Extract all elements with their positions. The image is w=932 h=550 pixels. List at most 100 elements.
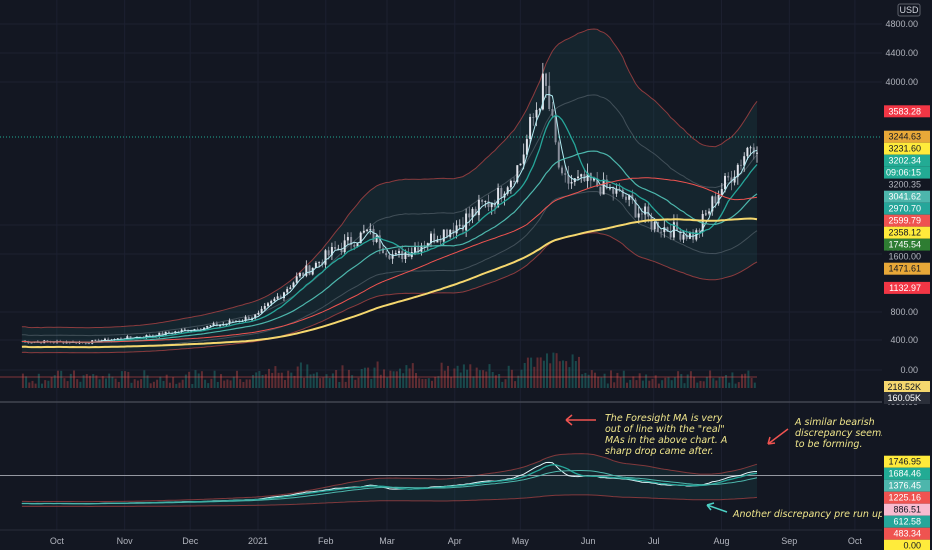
candle-body [653,221,656,230]
candle-body [596,178,599,187]
price-axis-tick: 400.00 [890,335,918,345]
price-label: 3041.62 [888,192,921,202]
annotation-3: Another discrepancy pre run up. [706,502,887,520]
price-label: 09:06:15 [886,168,921,178]
volume-bar [750,378,753,388]
ma-fast-line [21,93,758,344]
candle-body [548,85,551,109]
volume-bar [427,378,430,388]
volume-bar [232,376,235,388]
foresight-label: 1746.95 [888,457,921,467]
price-label: 3244.63 [888,132,921,142]
candle-body [433,233,436,243]
volume-bar [57,370,59,388]
annotation-2-arrow [767,428,789,445]
candle-body [273,298,276,301]
candle-body [267,303,269,306]
candle-body [513,180,516,182]
volume-bar [616,372,619,388]
volume-bar [450,376,453,388]
volume-bar [453,368,456,388]
volume-bar [466,369,469,388]
volume-bar [482,370,485,388]
volume-bar [325,374,328,388]
time-axis-tick: Oct [50,536,65,546]
candle-body [541,73,544,110]
candle-body [458,224,461,226]
volume-bar [287,370,290,388]
ma-mid-line [21,114,758,344]
volume-bar [73,370,75,388]
candle-body [506,187,509,194]
candle-body [522,154,525,164]
candle-body [279,296,282,299]
volume-bar [696,382,699,388]
candle-body [452,229,455,234]
price-label: 1745.54 [888,240,921,250]
candle-body [369,228,372,230]
price-label: 3202.34 [888,156,921,166]
candle-body [455,225,458,234]
volume-bar [98,379,101,388]
candle-body [602,179,605,195]
volume-bar [728,382,731,388]
candle-body [350,237,353,245]
foresight-label-bg [884,455,930,468]
candle-body [148,335,151,337]
volume-bar [590,370,593,388]
candle-body [446,229,448,237]
annotation-1-line: The Foresight MA is very [605,413,723,424]
candle-body [334,247,337,249]
annotation-3-line: Another discrepancy pre run up. [732,509,887,520]
volume-bar [581,374,584,388]
candle-body [519,163,522,166]
candle-body [388,255,391,259]
price-label: 3231.60 [888,144,921,154]
volume-bar [651,378,654,388]
volume-bar [408,368,411,388]
candle-body [509,180,512,188]
candle-body [698,230,701,232]
volume-bar [440,362,443,388]
volume-bar [101,376,104,388]
volume-bar [459,372,462,388]
candle-body [295,276,298,283]
volume-bar [89,375,91,388]
volume-bar [641,380,644,388]
candle-body [468,213,471,218]
volume-bar [514,381,517,388]
candle-body [663,227,666,233]
candle-body [580,174,583,177]
volume-bar [175,383,178,388]
volume-bar [399,368,401,388]
volume-bar [530,357,533,388]
volume-bar [85,374,88,388]
candle-body [129,336,132,338]
candle-body [375,235,378,242]
foresight-label: 483.34 [893,529,921,539]
volume-bar [255,372,258,388]
candle-body [289,287,292,290]
volume-bar [213,370,216,388]
volume-bar [613,382,616,388]
candle-body [286,289,289,293]
volume-bar [645,374,648,388]
candle-body [292,282,295,288]
candle-body [551,109,554,116]
volume-bar [351,375,354,388]
candle-body [532,117,535,118]
volume-bar [331,373,334,388]
lower-band-line [21,232,758,354]
candle-body [625,196,627,200]
price-label-bg [884,238,930,251]
price-axis-tick: 4000.00 [885,77,918,87]
candle-body [372,228,375,242]
price-band-fill [21,29,757,353]
candle-body [260,308,263,313]
candle-body [621,189,624,197]
candle-body [324,250,327,265]
volume-bar [149,383,152,388]
volume-bar [347,369,350,388]
volume-bar [475,367,478,388]
